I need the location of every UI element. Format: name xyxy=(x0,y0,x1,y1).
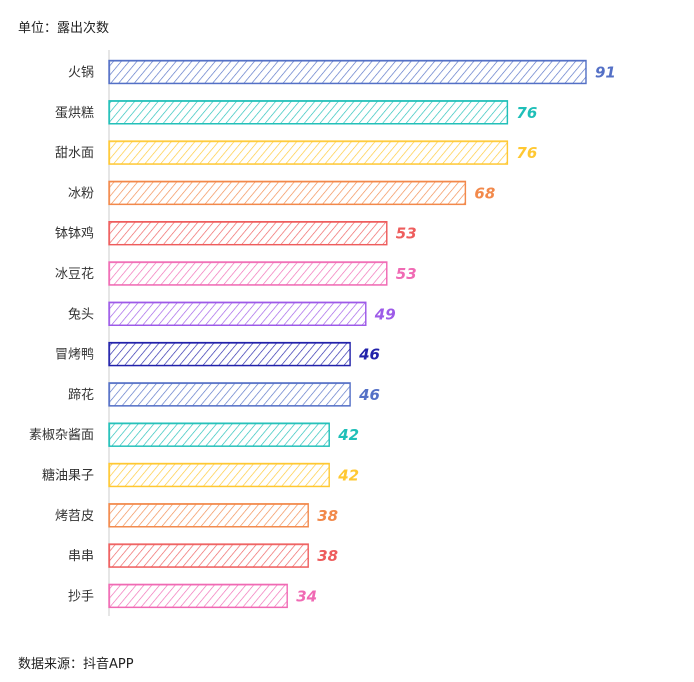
value-label: 53 xyxy=(396,225,417,243)
bar-sketch-outline xyxy=(109,584,288,608)
bar-group: 串串 38 xyxy=(68,543,338,568)
category-label: 兔头 xyxy=(68,307,94,322)
bar-group: 火锅 91 xyxy=(68,59,616,85)
bar xyxy=(108,180,467,206)
source-label: 数据来源：抖音APP xyxy=(18,657,134,672)
bar-sketch-outline xyxy=(109,463,330,487)
bar-sketch-outline xyxy=(109,181,466,205)
unit-label: 单位：露出次数 xyxy=(18,21,110,36)
bar-sketch-outline xyxy=(109,141,508,165)
value-label: 53 xyxy=(396,265,417,283)
bar-group: 糖油果子 42 xyxy=(42,462,359,488)
category-label: 冰豆花 xyxy=(55,266,94,282)
bar-group: 抄手 34 xyxy=(68,583,317,609)
bar xyxy=(108,543,309,568)
category-label: 糖油果子 xyxy=(42,468,94,484)
bar-sketch-outline xyxy=(109,60,587,84)
bar-sketch-outline xyxy=(109,302,366,326)
bar xyxy=(108,422,330,447)
bar-group: 兔头 49 xyxy=(68,301,396,326)
bar-group: 冒烤鸭 46 xyxy=(55,341,380,367)
value-label: 49 xyxy=(374,305,396,323)
bar-sketch-outline xyxy=(109,262,387,285)
value-label: 76 xyxy=(516,144,537,162)
category-label: 冰粉 xyxy=(68,186,94,201)
category-label: 素椒杂酱面 xyxy=(29,428,94,443)
bar xyxy=(108,59,587,85)
category-label: 火锅 xyxy=(68,65,94,81)
bar xyxy=(108,140,509,165)
bar-group: 冰粉 68 xyxy=(68,180,495,206)
bar-group: 素椒杂酱面 42 xyxy=(29,422,359,447)
category-label: 冒烤鸭 xyxy=(55,348,94,363)
value-label: 42 xyxy=(337,426,359,444)
category-label: 串串 xyxy=(68,549,94,564)
value-label: 46 xyxy=(358,386,380,404)
bar-group: 甜水面 76 xyxy=(55,140,537,165)
bar-group: 蹄花 46 xyxy=(68,382,380,407)
value-label: 68 xyxy=(474,184,495,202)
category-label: 钵钵鸡 xyxy=(55,226,94,242)
bar-sketch-outline xyxy=(109,383,351,406)
bar xyxy=(108,583,288,609)
value-label: 46 xyxy=(358,346,380,364)
value-label: 42 xyxy=(337,467,359,485)
bar xyxy=(108,301,367,326)
category-label: 甜水面 xyxy=(55,145,94,161)
value-label: 91 xyxy=(595,64,616,82)
bar-sketch-outline xyxy=(109,101,508,124)
value-label: 76 xyxy=(516,104,537,122)
bar-chart: 火锅 91 蛋烘糕 76 甜水面 76 冰粉 68 钵钵鸡 53 冰豆花 53 兔头 49 冒烤鸭 46 蹄花 4… xyxy=(29,50,616,616)
value-label: 38 xyxy=(317,507,338,525)
value-label: 34 xyxy=(296,587,317,605)
bar-sketch-outline xyxy=(109,544,309,568)
bar xyxy=(108,382,351,407)
bar-group: 冰豆花 53 xyxy=(55,261,417,286)
bar xyxy=(108,462,330,488)
bar-group: 蛋烘糕 76 xyxy=(55,100,537,125)
bar xyxy=(108,261,388,286)
bar xyxy=(108,100,509,125)
category-label: 烤苕皮 xyxy=(55,509,94,524)
category-label: 抄手 xyxy=(68,589,94,604)
bar-group: 烤苕皮 38 xyxy=(55,503,338,528)
bar xyxy=(108,503,309,528)
value-label: 38 xyxy=(317,547,338,565)
category-label: 蛋烘糕 xyxy=(55,106,94,121)
bar xyxy=(108,220,388,246)
bar xyxy=(108,341,351,367)
bar-sketch-outline xyxy=(109,222,387,245)
bar-sketch-outline xyxy=(109,504,309,527)
bar-sketch-outline xyxy=(109,423,330,447)
category-label: 蹄花 xyxy=(68,387,94,403)
bar-group: 钵钵鸡 53 xyxy=(55,220,417,246)
bar-sketch-outline xyxy=(109,343,351,366)
